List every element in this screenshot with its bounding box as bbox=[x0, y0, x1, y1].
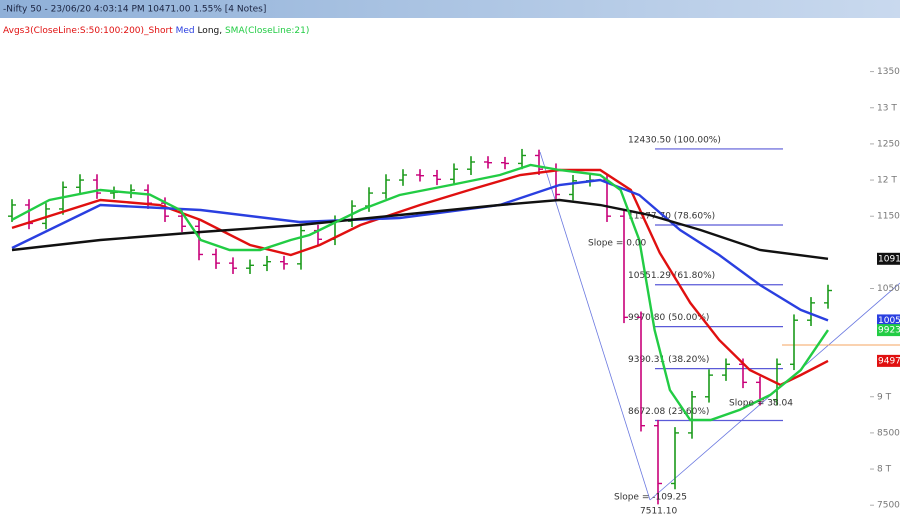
header-bar bbox=[0, 0, 900, 18]
fib-label: 8672.08 (23.60%) bbox=[628, 407, 709, 417]
fib-label: 9970.80 (50.00%) bbox=[628, 313, 709, 323]
y-tick-label: 11500 bbox=[877, 212, 900, 222]
header-title: -Nifty 50 - 23/06/20 4:03:14 PM 10471.00… bbox=[3, 5, 266, 15]
legend: Avgs3(CloseLine:S:50:100:200)_Short Med … bbox=[3, 26, 309, 36]
y-tick-label: 12500 bbox=[877, 139, 900, 149]
last-value-box bbox=[877, 314, 900, 327]
ma-line bbox=[11, 198, 829, 260]
legend-entry: Med bbox=[176, 26, 195, 36]
y-tick-label: 13 T bbox=[877, 103, 897, 113]
y-tick-label: 8 T bbox=[877, 465, 892, 475]
last-value-label: 10057 bbox=[878, 316, 900, 326]
fib-label: 10551.29 (61.80%) bbox=[628, 271, 715, 281]
fib-label: 9390.31 (38.20%) bbox=[628, 355, 709, 365]
annotation: 7511.10 bbox=[640, 507, 677, 516]
ma-line bbox=[11, 163, 829, 422]
legend-prefix: Avgs3(CloseLine:S:50:100:200)_ bbox=[3, 26, 149, 36]
fib-label: 11377.70 (78.60%) bbox=[628, 212, 715, 222]
legend-entry: Short bbox=[149, 26, 174, 36]
y-tick-label: 8500 bbox=[877, 428, 900, 438]
annotation: Slope = -109.25 bbox=[614, 493, 687, 503]
legend-entry: SMA(CloseLine:21) bbox=[225, 26, 309, 36]
annotation: Slope = 0.00 bbox=[588, 239, 647, 249]
trend-line bbox=[539, 151, 651, 501]
last-value-label: 10910 bbox=[878, 254, 900, 264]
y-tick-label: 9 T bbox=[877, 392, 892, 402]
last-value-box bbox=[877, 324, 900, 337]
last-value-label: 9923 bbox=[878, 326, 900, 336]
y-tick-label: 12 T bbox=[877, 176, 897, 186]
ma-line bbox=[11, 178, 829, 322]
last-value-box bbox=[877, 252, 900, 265]
y-tick-label: 10500 bbox=[877, 284, 900, 294]
y-tick-label: 7500 bbox=[877, 501, 900, 511]
legend-entry: Long, bbox=[197, 26, 222, 36]
annotation: Slope = 38.04 bbox=[729, 399, 793, 409]
last-value-label: 9497 bbox=[878, 356, 900, 366]
ma-line bbox=[11, 168, 829, 387]
y-tick-label: 13500 bbox=[877, 67, 900, 77]
fib-label: 12430.50 (100.00%) bbox=[628, 135, 721, 145]
last-value-box bbox=[877, 354, 900, 367]
